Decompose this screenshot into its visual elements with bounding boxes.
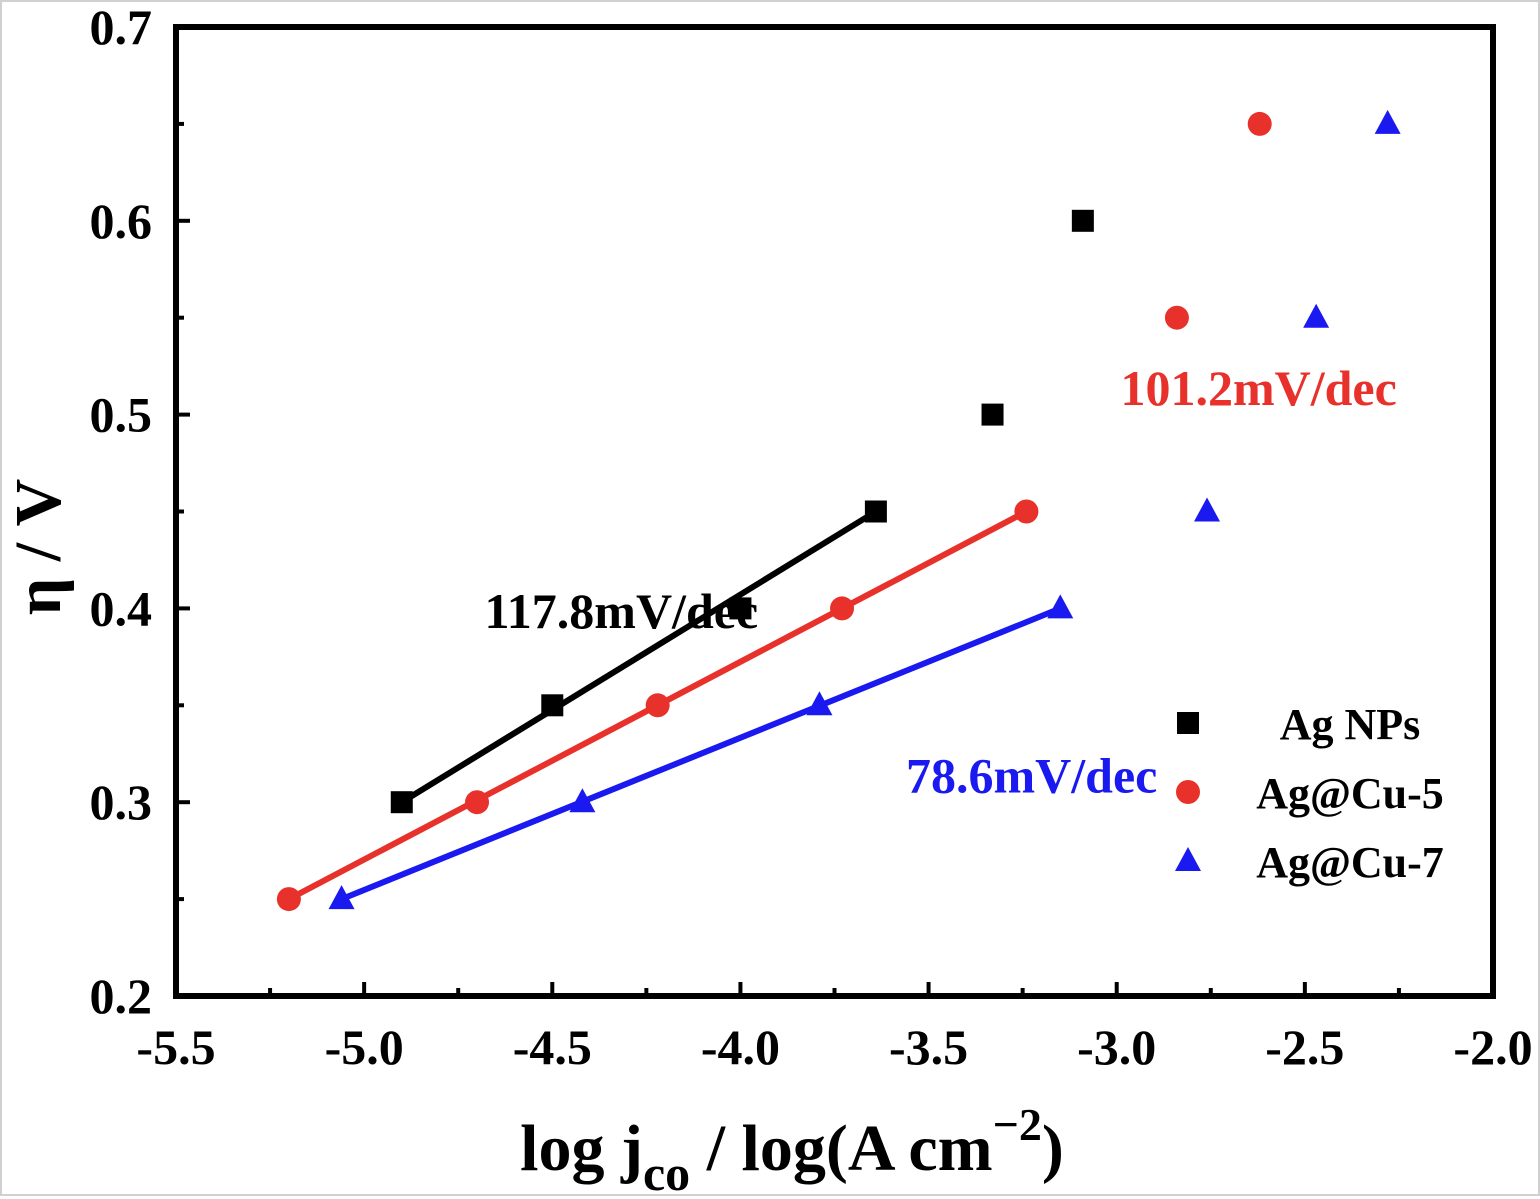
slope-annotation: 117.8mV/dec [485, 583, 759, 639]
legend-label: Ag@Cu-7 [1256, 838, 1444, 887]
data-point [1164, 305, 1189, 330]
data-point [1303, 303, 1330, 328]
legend-marker [1176, 780, 1200, 804]
y-tick-label: 0.7 [90, 2, 153, 55]
y-tick-label: 0.2 [90, 968, 153, 1024]
data-point [806, 691, 833, 716]
data-point [1047, 594, 1074, 619]
data-point [981, 403, 1004, 426]
legend-label: Ag NPs [1280, 700, 1421, 749]
slope-annotation: 78.6mV/dec [906, 748, 1157, 804]
fit-line [340, 605, 1062, 902]
data-point [569, 788, 596, 813]
slope-annotations: 117.8mV/dec 101.2mV/dec 78.6mV/dec [485, 360, 1397, 804]
data-point [390, 791, 413, 814]
y-tick-label: 0.6 [90, 193, 153, 249]
data-point [328, 885, 355, 910]
data-point [1374, 109, 1401, 134]
legend-marker [1177, 712, 1199, 734]
x-tick-label: -3.5 [889, 1019, 968, 1075]
data-point [465, 790, 490, 815]
x-tick-label: -4.0 [701, 1019, 780, 1075]
data-point [1194, 497, 1221, 522]
x-tick-label: -2.0 [1453, 1019, 1532, 1075]
legend-label: Ag@Cu-5 [1256, 769, 1444, 818]
legend-marker [1175, 847, 1201, 871]
x-tick-label: -3.0 [1077, 1019, 1156, 1075]
data-points [276, 109, 1401, 912]
y-axis-ticks: 0.2 0.3 0.4 0.5 0.6 0.7 [90, 0, 190, 1024]
data-point [1247, 111, 1272, 136]
data-point [864, 500, 887, 523]
data-point [541, 694, 564, 717]
data-point [729, 597, 752, 620]
x-tick-label: -5.5 [136, 1019, 215, 1075]
fit-lines [287, 508, 1062, 902]
y-tick-label: 0.4 [90, 580, 153, 636]
x-tick-label: -5.0 [325, 1019, 404, 1075]
data-point [1014, 499, 1039, 524]
legend: Ag NPs Ag@Cu-5 Ag@Cu-7 [1175, 700, 1444, 887]
y-axis-label: η / V [2, 479, 75, 615]
fit-line [400, 508, 878, 805]
slope-annotation: 101.2mV/dec [1120, 360, 1396, 416]
y-tick-label: 0.5 [90, 387, 153, 443]
data-point [830, 596, 855, 621]
x-axis-label: log jco / log(A cm−2) [520, 1099, 1064, 1194]
data-point [276, 887, 301, 912]
x-tick-label: -4.5 [513, 1019, 592, 1075]
data-point [1071, 209, 1094, 232]
data-point [645, 693, 670, 718]
x-tick-label: -2.5 [1265, 1019, 1344, 1075]
x-axis-ticks: -5.5 -5.0 -4.5 -4.0 -3.5 -3.0 -2.5 -2.0 [136, 982, 1533, 1075]
y-tick-label: 0.3 [90, 774, 153, 830]
